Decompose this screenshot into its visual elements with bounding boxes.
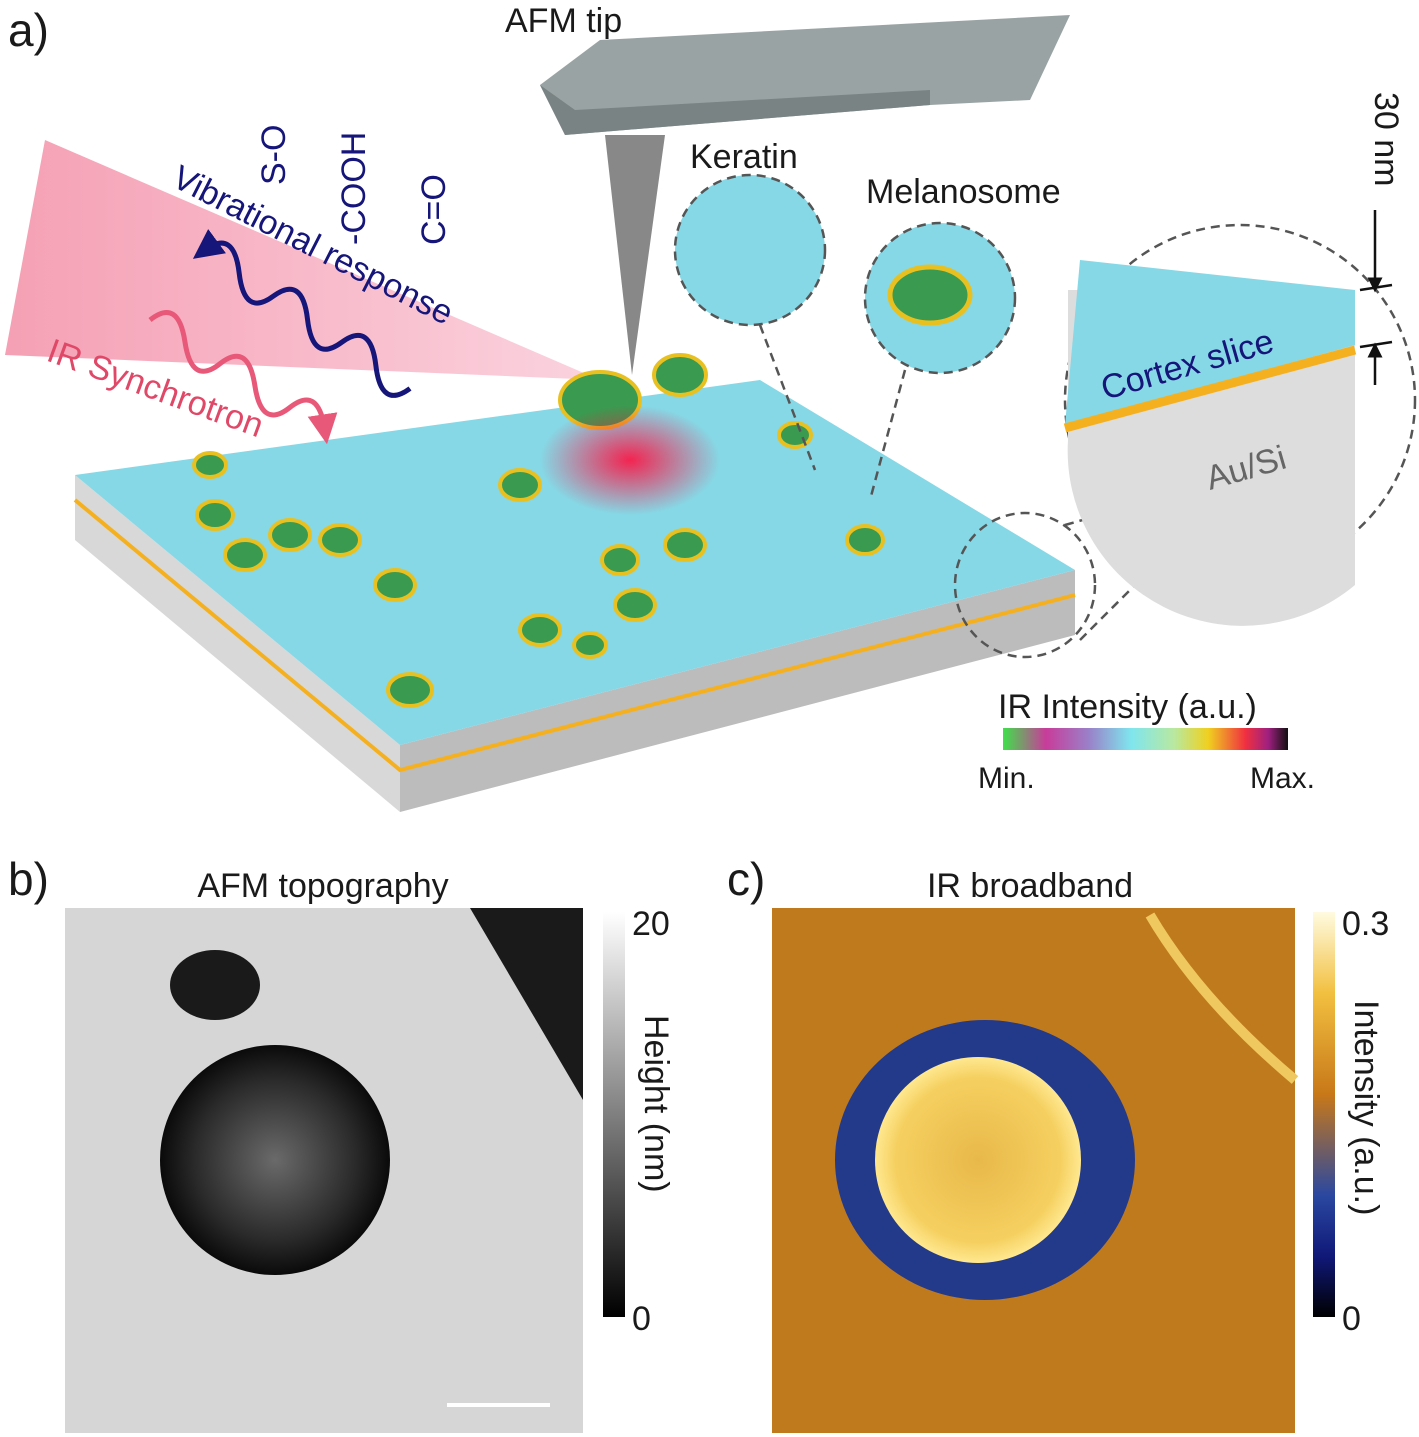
colorbar-title: IR Intensity (a.u.) [998, 688, 1257, 726]
ir-ridge [1145, 912, 1299, 1084]
melanosome-zoom [887, 264, 973, 326]
colorbar-min: Min. [978, 762, 1035, 795]
colorbar-title: Intensity (a.u.) [1347, 1000, 1385, 1215]
bond: S-O [255, 125, 293, 185]
afm-pit [160, 1045, 390, 1275]
colorbar [1313, 912, 1335, 1317]
panel-label: b) [8, 853, 49, 905]
thickness-arrows [1359, 210, 1393, 385]
colorbar-tick: 0 [632, 1300, 651, 1338]
tip-label: AFM tip [505, 2, 622, 40]
response-wave [192, 229, 412, 398]
afm-tip [605, 135, 665, 375]
panel-title: AFM topography [197, 867, 448, 905]
melanosomes [192, 353, 885, 708]
colorbar-max: Max. [1250, 762, 1315, 795]
cortex-layer [1065, 260, 1355, 425]
colorbar [1003, 728, 1288, 750]
bond: C=O [415, 174, 453, 245]
gold-layer [73, 498, 1076, 773]
colorbar-title: Height (nm) [637, 1015, 675, 1193]
afm-dark-edge [470, 908, 583, 1100]
ir-wave [148, 310, 338, 445]
gold-film [1063, 345, 1357, 433]
afm-feature [170, 950, 260, 1020]
inset-label: Keratin [690, 138, 798, 176]
panel-title: IR broadband [927, 867, 1133, 905]
thickness-label: 30 nm [1367, 92, 1405, 187]
cantilever-side [540, 85, 930, 135]
colorbar [603, 912, 625, 1317]
panel-label: a) [8, 4, 49, 56]
colorbar-tick: 0.3 [1342, 905, 1389, 943]
colorbar-tick: 20 [632, 905, 670, 943]
ir-spot [540, 405, 720, 515]
slab-right [400, 570, 1075, 812]
inset-label: Melanosome [866, 173, 1061, 211]
panel-label: c) [727, 853, 765, 905]
sample-surface [75, 380, 1075, 745]
bond: -COOH [335, 132, 373, 245]
colorbar-tick: 0 [1342, 1300, 1361, 1338]
ir-melanosome [875, 1057, 1081, 1263]
slab-left [75, 475, 400, 812]
